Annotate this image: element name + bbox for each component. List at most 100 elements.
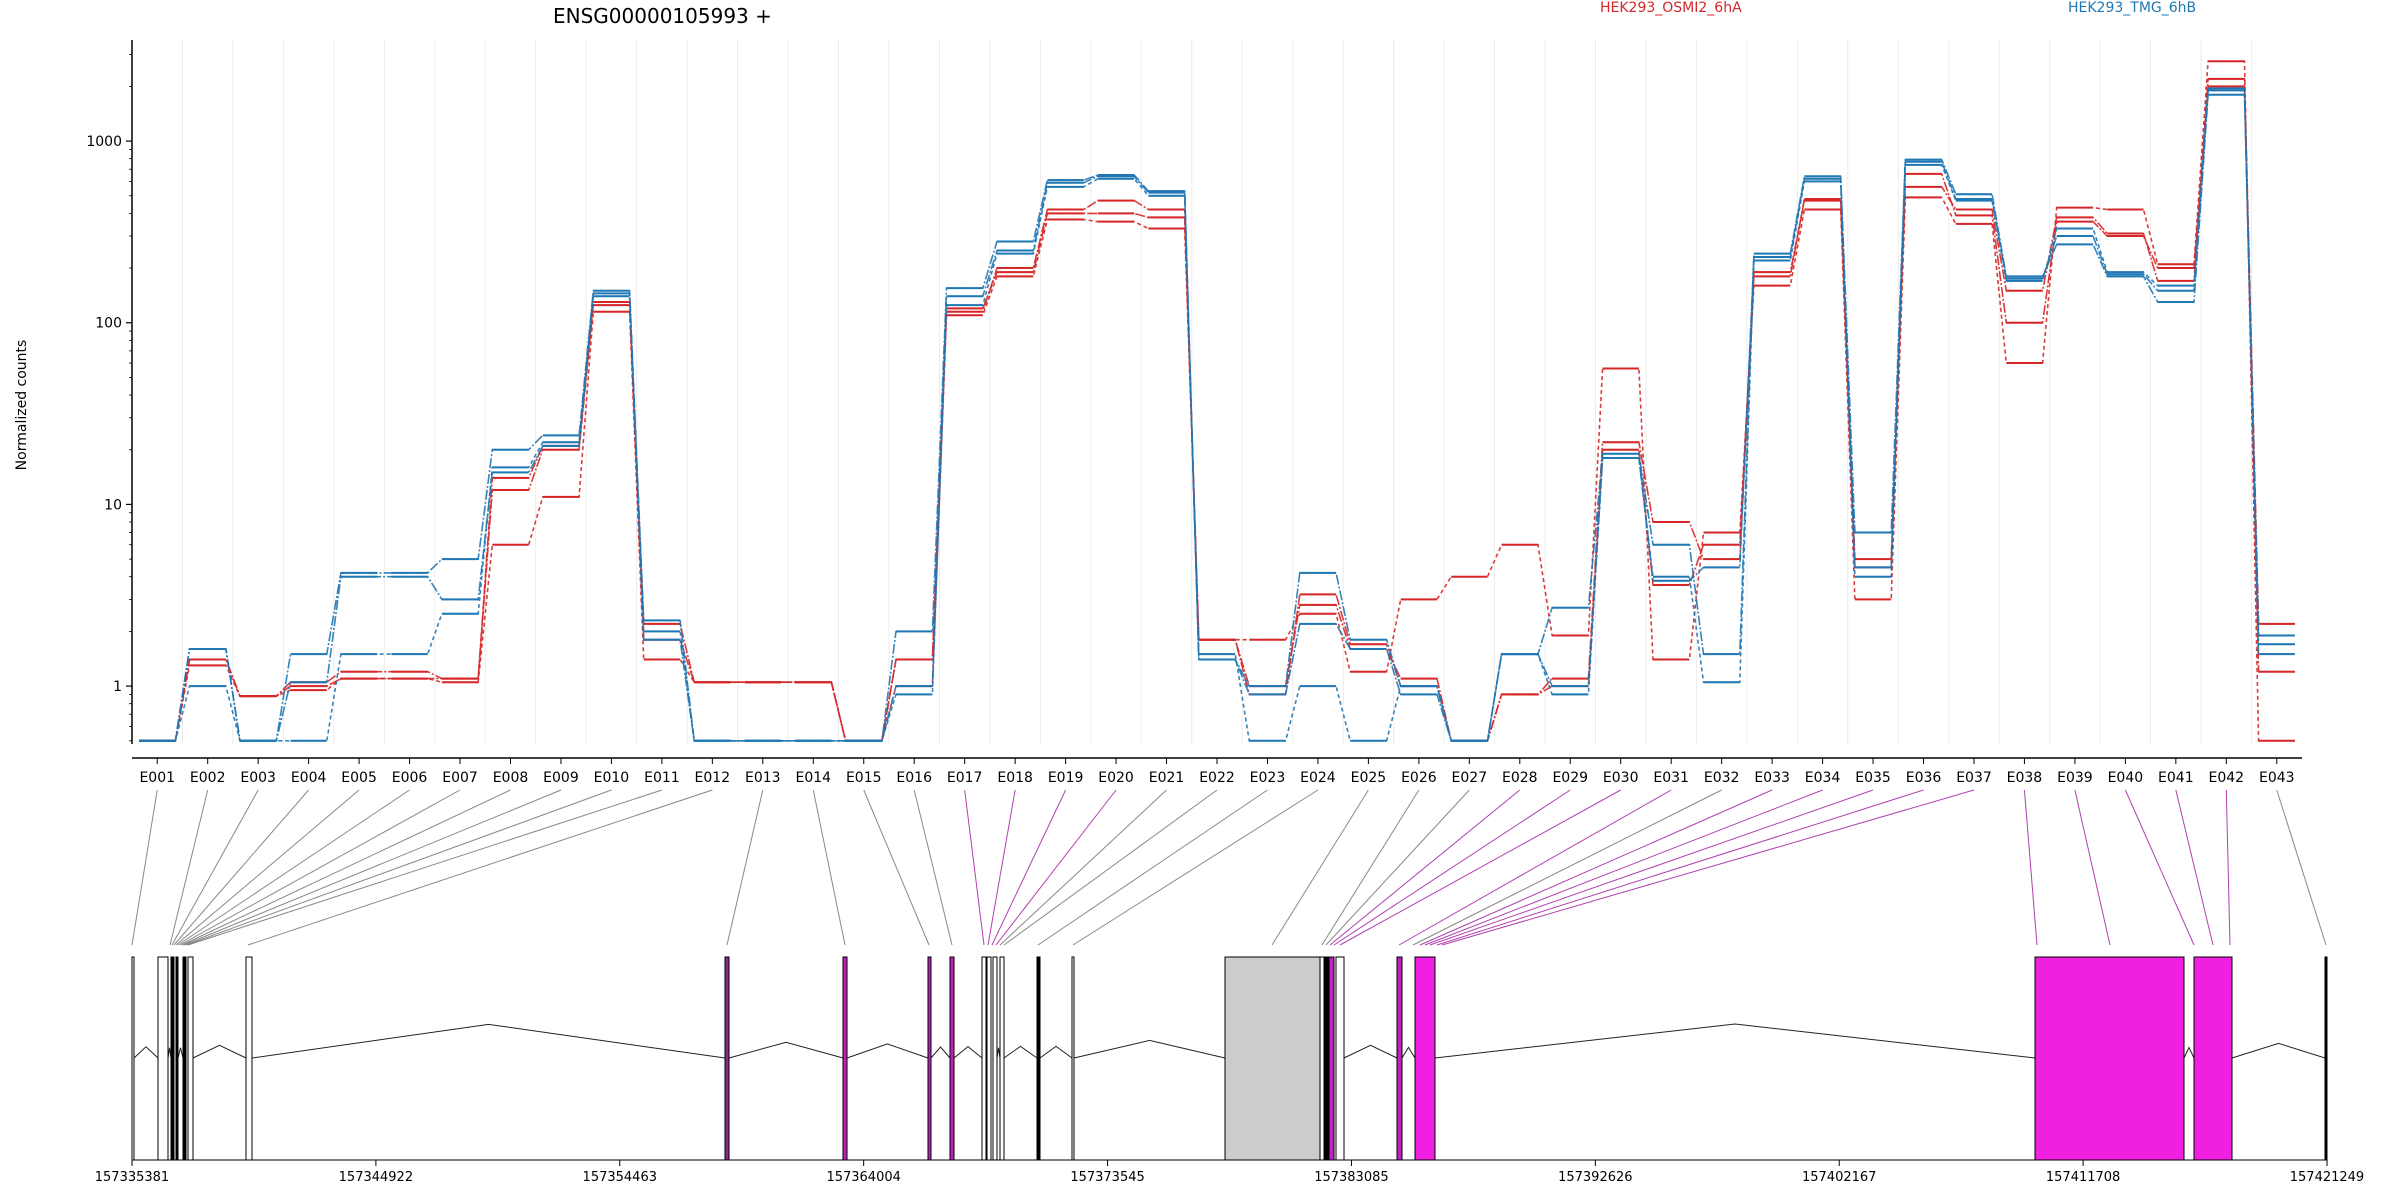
series-path (139, 85, 2295, 742)
x-tick-label: E009 (543, 770, 579, 786)
exon-connector (2276, 789, 2327, 946)
coordinate-label: 157373545 (1070, 1170, 1144, 1185)
exon-block (927, 956, 932, 1161)
exon-connector (1412, 789, 1722, 946)
exon-connector (181, 789, 511, 946)
exon-block (724, 956, 730, 1161)
x-tick-label: E039 (2057, 770, 2093, 786)
exon-block (157, 956, 169, 1161)
x-tick-label: E013 (745, 770, 781, 786)
exon-connector (177, 789, 410, 946)
x-tick-label: E020 (1098, 770, 1134, 786)
x-tick-label: E006 (392, 770, 428, 786)
exon-connector (1003, 789, 1218, 946)
coordinate-axis: 157335381 157344922 157354463 157364004 1573… (95, 1159, 2364, 1185)
x-tick-label: E036 (1906, 770, 1942, 786)
y-tick-label: 1 (113, 679, 122, 695)
exon-connector (2225, 789, 2231, 946)
series-layer (139, 60, 2295, 742)
intron-line (2183, 1046, 2195, 1059)
intron-line (1039, 1045, 1073, 1059)
coordinate-label: 157335381 (95, 1170, 169, 1185)
coordinate-label: 157392626 (1558, 1170, 1632, 1185)
exon-block (1396, 956, 1403, 1161)
y-tick-label: 100 (95, 316, 122, 332)
y-tick-label: 1000 (86, 134, 122, 150)
coordinate-label: 157383085 (1314, 1170, 1388, 1185)
x-tick-label: E005 (341, 770, 377, 786)
exon-connector (1271, 789, 1369, 946)
exon-connector (1037, 789, 1268, 946)
coordinate-label: 157402167 (1802, 1170, 1876, 1185)
exon-block (1036, 956, 1041, 1161)
x-tick-label: E023 (1250, 770, 1286, 786)
exon-block (1319, 956, 1325, 1161)
coordinate-label: 157344922 (339, 1170, 413, 1185)
y-axis-label: Normalized counts (14, 340, 30, 471)
exon-connector (1329, 789, 1521, 946)
x-tick-label: E029 (1552, 770, 1588, 786)
exon-block (2324, 956, 2328, 1161)
x-tick-label: E037 (1956, 770, 1992, 786)
exon-connector (175, 789, 360, 946)
exon-connector (999, 789, 1167, 946)
intron-line (251, 1023, 726, 1059)
exon-connector (173, 789, 310, 946)
x-tick-label: E011 (644, 770, 680, 786)
exon-connector (1429, 789, 1874, 946)
series-path (139, 87, 2295, 742)
x-tick-label: E008 (493, 770, 529, 786)
exon-block (842, 956, 848, 1161)
exon-block (170, 956, 175, 1161)
x-tick-label: E015 (846, 770, 882, 786)
exon-block (1335, 956, 1345, 1161)
exon-block (1224, 956, 1321, 1161)
x-tick-label: E002 (190, 770, 226, 786)
x-tick-label: E017 (947, 770, 983, 786)
x-tick-label: E043 (2259, 770, 2295, 786)
exon-block (182, 956, 187, 1161)
x-tick-label: E007 (442, 770, 478, 786)
series-path (139, 93, 2295, 742)
x-tick-label: E025 (1351, 770, 1387, 786)
x-tick-label: E004 (291, 770, 327, 786)
exon-block (2193, 956, 2233, 1161)
exon-connector (726, 789, 764, 946)
intron-line (1073, 1039, 1226, 1059)
exon-connector (131, 789, 158, 946)
x-tick-label: E031 (1653, 770, 1689, 786)
exon-connector (1419, 789, 1773, 946)
exon-block (981, 956, 987, 1161)
exon-connector (187, 789, 663, 946)
exon-block (1324, 956, 1329, 1161)
exon-connector (2175, 789, 2214, 946)
x-tick-label: E024 (1300, 770, 1336, 786)
x-tick-label: E019 (1048, 770, 1084, 786)
axis-layer: 1 10 100 1000 E001 E002 E003 E004 E005 E006 E007 E0… (86, 40, 2302, 786)
exon-connector (995, 789, 1117, 946)
exon-connector (169, 789, 209, 946)
exon-block (1328, 956, 1335, 1161)
chart-title: ENSG00000105993 + (553, 4, 772, 28)
exon-connector (2124, 789, 2195, 946)
x-tick-label: E032 (1704, 770, 1740, 786)
x-tick-label: E003 (240, 770, 276, 786)
exon-connector (1321, 789, 1420, 946)
series-line (139, 85, 2295, 742)
intron-line (177, 1047, 184, 1059)
exon-block (986, 956, 992, 1161)
exon-connector (1333, 789, 1571, 946)
exon-block (187, 956, 194, 1161)
intron-line (930, 1046, 951, 1059)
intron-line (1401, 1046, 1416, 1059)
x-tick-label: E042 (2209, 770, 2245, 786)
intron-line (2231, 1042, 2326, 1059)
exon-block (175, 956, 179, 1161)
series-path (139, 89, 2295, 742)
exon-connector (1441, 789, 1975, 946)
legend-entry-tmg: HEK293_TMG_6hB (2068, 0, 2196, 16)
intron-line (953, 1045, 983, 1059)
gene-model (131, 956, 2328, 1161)
series-line (139, 87, 2295, 742)
x-tick-label: E014 (795, 770, 831, 786)
